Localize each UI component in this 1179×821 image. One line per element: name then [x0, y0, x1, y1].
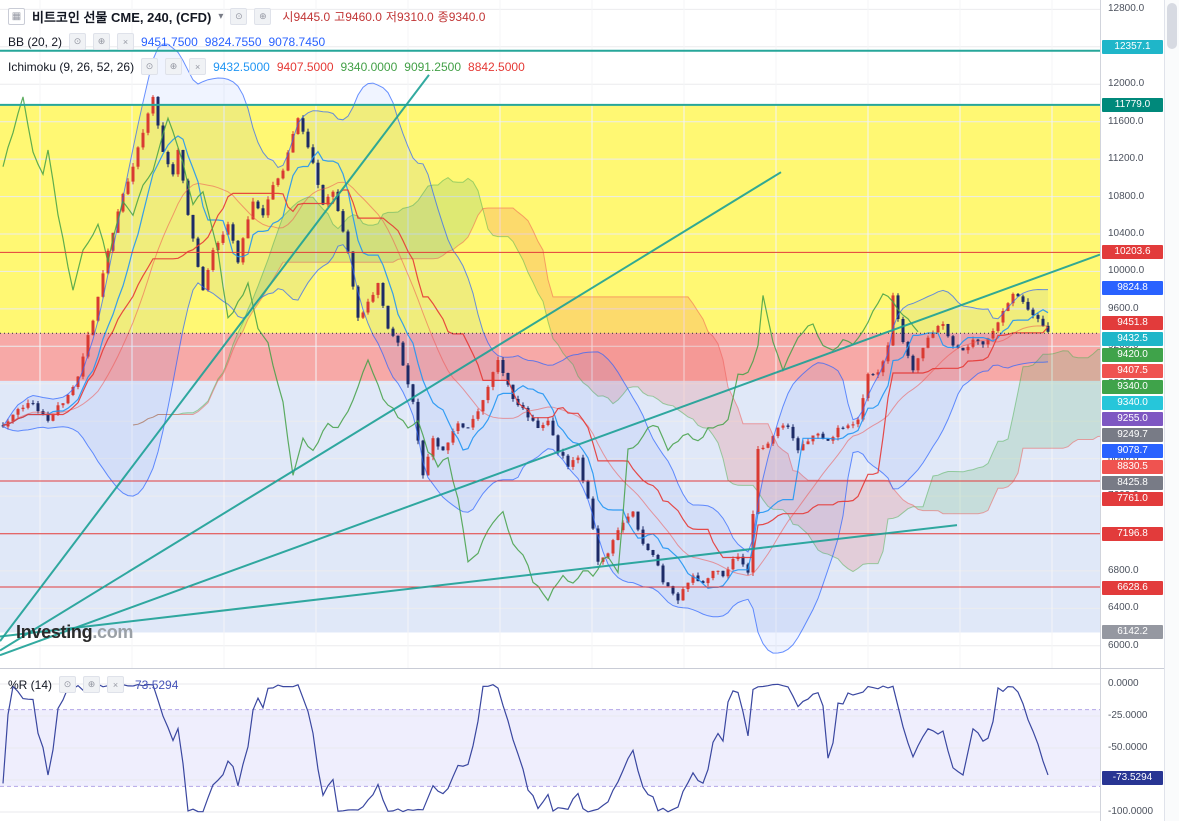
pane-divider[interactable] — [0, 668, 1164, 669]
indicator-name[interactable]: Ichimoku (9, 26, 52, 26) — [8, 59, 135, 74]
visibility-icon[interactable]: ⊙ — [141, 58, 159, 75]
ohlc-value: 9340.0 — [448, 9, 486, 24]
visibility-icon[interactable]: ⊙ — [59, 676, 77, 693]
indicator-value: -73.5294 — [131, 677, 179, 692]
ohlc-label: 종 — [437, 9, 449, 24]
chart-legend: ▦ 비트코인 선물 CME, 240, (CFD) ▾ ⊙ ⊕ 시9445.0 고… — [8, 4, 525, 79]
price-badge[interactable]: 9407.5 — [1102, 364, 1163, 378]
ohlc-label: 저 — [385, 9, 397, 24]
price-badge[interactable]: 8425.8 — [1102, 476, 1163, 490]
indicator-value: 9078.7450 — [268, 34, 326, 49]
price-tick: 6800.0 — [1108, 565, 1139, 576]
williams-r-pane[interactable]: %R (14) ⊙ ⊕ × -73.5294 — [0, 669, 1100, 821]
price-badge[interactable]: 10203.6 — [1102, 245, 1163, 259]
price-badge[interactable]: 6142.2 — [1102, 625, 1163, 639]
indicator-value: 9451.7500 — [141, 34, 198, 49]
logo-suffix: .com — [92, 622, 134, 642]
ohlc-label: 고 — [334, 9, 346, 24]
williams-r-axis[interactable]: 0.0000-25.0000-50.0000-75.0000-100.0000-… — [1100, 669, 1165, 821]
price-badge[interactable]: 9340.0 — [1102, 396, 1163, 410]
price-tick: 8000.0 — [1108, 453, 1139, 464]
ohlc-label: 시 — [282, 9, 294, 24]
price-chart-canvas[interactable] — [0, 0, 1100, 668]
visibility-icon[interactable]: ⊙ — [69, 33, 87, 50]
williams-r-row: %R (14) ⊙ ⊕ × -73.5294 — [8, 672, 178, 697]
close-icon[interactable]: × — [189, 58, 207, 75]
indicator-value: 9824.7550 — [204, 34, 262, 49]
price-tick: 6000.0 — [1108, 640, 1139, 651]
ohlc-value: 9460.0 — [345, 9, 382, 24]
price-badge[interactable]: 7196.8 — [1102, 527, 1163, 541]
price-badge[interactable]: 6628.6 — [1102, 581, 1163, 595]
price-badge[interactable]: 9255.0 — [1102, 412, 1163, 426]
indicator-name[interactable]: %R (14) — [8, 677, 53, 692]
price-tick: 9600.0 — [1108, 303, 1139, 314]
indicator-value: 9407.5000 — [276, 59, 334, 74]
price-badge[interactable]: 9824.8 — [1102, 281, 1163, 295]
add-indicator-icon[interactable]: ⊕ — [254, 8, 272, 25]
indicator-value: 8842.5000 — [468, 59, 525, 74]
price-tick: 12000.0 — [1108, 78, 1145, 89]
indicator-name[interactable]: BB (20, 2) — [8, 34, 63, 49]
close-icon[interactable]: × — [117, 33, 135, 50]
price-tick: 10000.0 — [1108, 265, 1145, 276]
instrument-icon: ▦ — [8, 8, 25, 25]
ohlc-values: 시9445.0 고9460.0 저9310.0 종9340.0 — [278, 8, 485, 26]
logo-main: Investing — [16, 622, 93, 642]
price-badge[interactable]: 7761.0 — [1102, 492, 1163, 506]
oscillator-tick: 0.0000 — [1108, 678, 1139, 689]
price-tick: 6400.0 — [1108, 602, 1139, 613]
indicator-value: 9340.0000 — [340, 59, 398, 74]
price-tick: 10400.0 — [1108, 228, 1145, 239]
price-tick: 10800.0 — [1108, 191, 1145, 202]
chart-title[interactable]: 비트코인 선물 CME, 240, (CFD) — [32, 10, 212, 25]
investing-logo: Investing.com — [16, 622, 133, 643]
price-badge[interactable]: 9078.7 — [1102, 444, 1163, 458]
oscillator-tick: -25.0000 — [1108, 710, 1148, 721]
indicator-legend-rows: BB (20, 2) ⊙ ⊕ × 9451.7500 9824.7550 9078.7450… — [8, 29, 525, 79]
price-axis[interactable]: 12800.012400.012000.011600.011200.010800… — [1100, 0, 1165, 668]
ohlc-value: 9310.0 — [396, 9, 434, 24]
indicator-value: 9432.5000 — [213, 59, 270, 74]
oscillator-badge[interactable]: -73.5294 — [1102, 771, 1163, 785]
oscillator-tick: -50.0000 — [1108, 742, 1148, 753]
zoom-icon[interactable]: ⊙ — [230, 8, 248, 25]
price-badge[interactable]: 9340.0 — [1102, 380, 1163, 394]
scrollbar-thumb[interactable] — [1167, 3, 1177, 49]
ohlc-value: 9445.0 — [293, 9, 331, 24]
price-tick: 11600.0 — [1108, 116, 1144, 127]
settings-icon[interactable]: ⊕ — [93, 33, 111, 50]
symbol-row: ▦ 비트코인 선물 CME, 240, (CFD) ▾ ⊙ ⊕ 시9445.0 고… — [8, 4, 525, 29]
price-badge[interactable]: 9249.7 — [1102, 428, 1163, 442]
price-badge[interactable]: 9432.5 — [1102, 332, 1163, 346]
indicator-value: 9091.2500 — [404, 59, 462, 74]
price-badge[interactable]: 9451.8 — [1102, 316, 1163, 330]
settings-icon[interactable]: ⊕ — [83, 676, 101, 693]
price-tick: 12800.0 — [1108, 3, 1145, 14]
close-icon[interactable]: × — [107, 676, 125, 693]
price-badge[interactable]: 11779.0 — [1102, 98, 1163, 112]
williams-r-legend: %R (14) ⊙ ⊕ × -73.5294 — [8, 672, 178, 697]
indicator-row: Ichimoku (9, 26, 52, 26) ⊙ ⊕ × 9432.5000 9407… — [8, 54, 525, 79]
main-chart-pane[interactable]: ▦ 비트코인 선물 CME, 240, (CFD) ▾ ⊙ ⊕ 시9445.0 고… — [0, 0, 1100, 668]
indicator-row: BB (20, 2) ⊙ ⊕ × 9451.7500 9824.7550 9078.7450 — [8, 29, 525, 54]
price-badge[interactable]: 9420.0 — [1102, 348, 1163, 362]
chevron-down-icon[interactable]: ▾ — [218, 11, 224, 22]
price-tick: 11200.0 — [1108, 153, 1144, 164]
scrollbar[interactable] — [1164, 0, 1179, 821]
oscillator-tick: -100.0000 — [1108, 806, 1154, 817]
price-badge[interactable]: 8830.5 — [1102, 460, 1163, 474]
price-badge[interactable]: 12357.1 — [1102, 40, 1163, 54]
williams-r-canvas[interactable] — [0, 669, 1100, 821]
settings-icon[interactable]: ⊕ — [165, 58, 183, 75]
